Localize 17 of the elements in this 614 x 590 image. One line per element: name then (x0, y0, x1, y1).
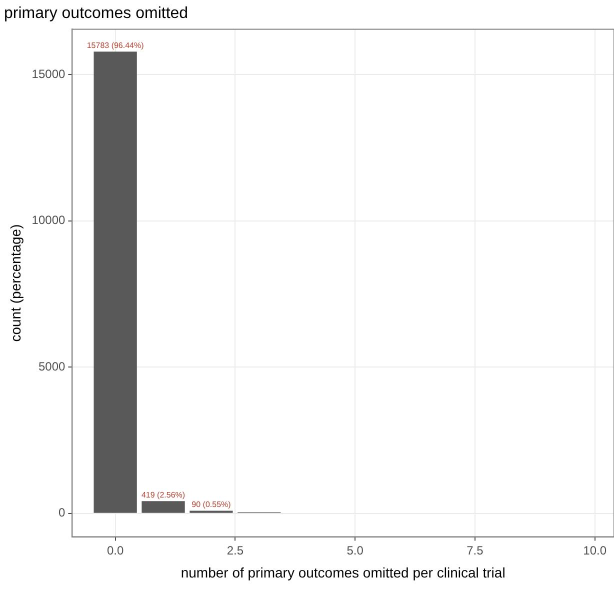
chart-title: primary outcomes omitted (4, 5, 188, 22)
bar (94, 52, 137, 513)
bar (142, 501, 185, 513)
y-tick-label: 15000 (32, 66, 66, 81)
data-label: 90 (0.55%) (192, 500, 232, 509)
x-tick-label: 2.5 (226, 543, 244, 558)
y-tick-label: 10000 (32, 213, 66, 228)
data-label: 15783 (96.44%) (86, 40, 144, 50)
x-tick-label: 10.0 (583, 543, 607, 558)
x-axis-title: number of primary outcomes omitted per clinical trial (180, 564, 506, 580)
x-tick-label: 5.0 (346, 543, 364, 558)
y-axis-title: count (percentage) (7, 224, 24, 342)
y-tick-label: 0 (58, 506, 66, 520)
data-label: 419 (2.56%) (141, 490, 186, 500)
x-tick-label: 7.5 (466, 543, 484, 558)
y-tick-label: 5000 (38, 359, 66, 374)
x-tick-label: 0.0 (106, 543, 124, 558)
